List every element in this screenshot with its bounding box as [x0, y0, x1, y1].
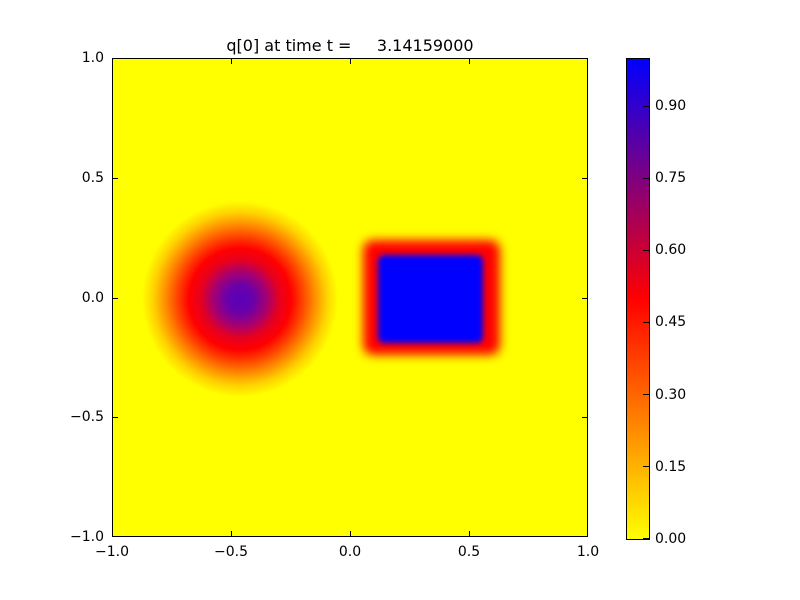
colorbar-tick-label: 0.75: [655, 170, 687, 186]
colorbar-tick-label: 0.00: [655, 531, 687, 547]
colorbar-tick-label: 0.60: [655, 242, 687, 258]
plot-title: q[0] at time t = 3.14159000: [226, 36, 474, 55]
gaussian-blob: [142, 201, 338, 397]
x-tick-label: −0.5: [214, 544, 248, 560]
y-tick-label: 1.0: [81, 50, 104, 66]
colorbar-tick-label: 0.90: [655, 98, 687, 114]
x-tick-label: 1.0: [576, 544, 600, 560]
y-tick-label: 0.5: [81, 170, 104, 186]
x-tick-label: 0.5: [457, 544, 481, 560]
x-tick-label: −1.0: [95, 544, 129, 560]
colorbar-ticks: [643, 106, 649, 539]
x-tick-label: 0.0: [338, 544, 362, 560]
axes-frame: [112, 58, 588, 537]
square-pulse: [363, 240, 500, 355]
y-tick-label: −1.0: [70, 529, 104, 545]
y-tick-label: 0.0: [81, 290, 104, 306]
colorbar-tick-label: 0.45: [655, 314, 687, 330]
y-tick-label: −0.5: [70, 409, 104, 425]
colorbar-tick-label: 0.15: [655, 459, 687, 475]
colorbar-frame: [626, 58, 650, 540]
heatmap-axes: [112, 58, 588, 537]
colorbar: [626, 58, 650, 540]
colorbar-gradient: [626, 58, 650, 540]
colorbar-tick-label: 0.30: [655, 387, 687, 403]
